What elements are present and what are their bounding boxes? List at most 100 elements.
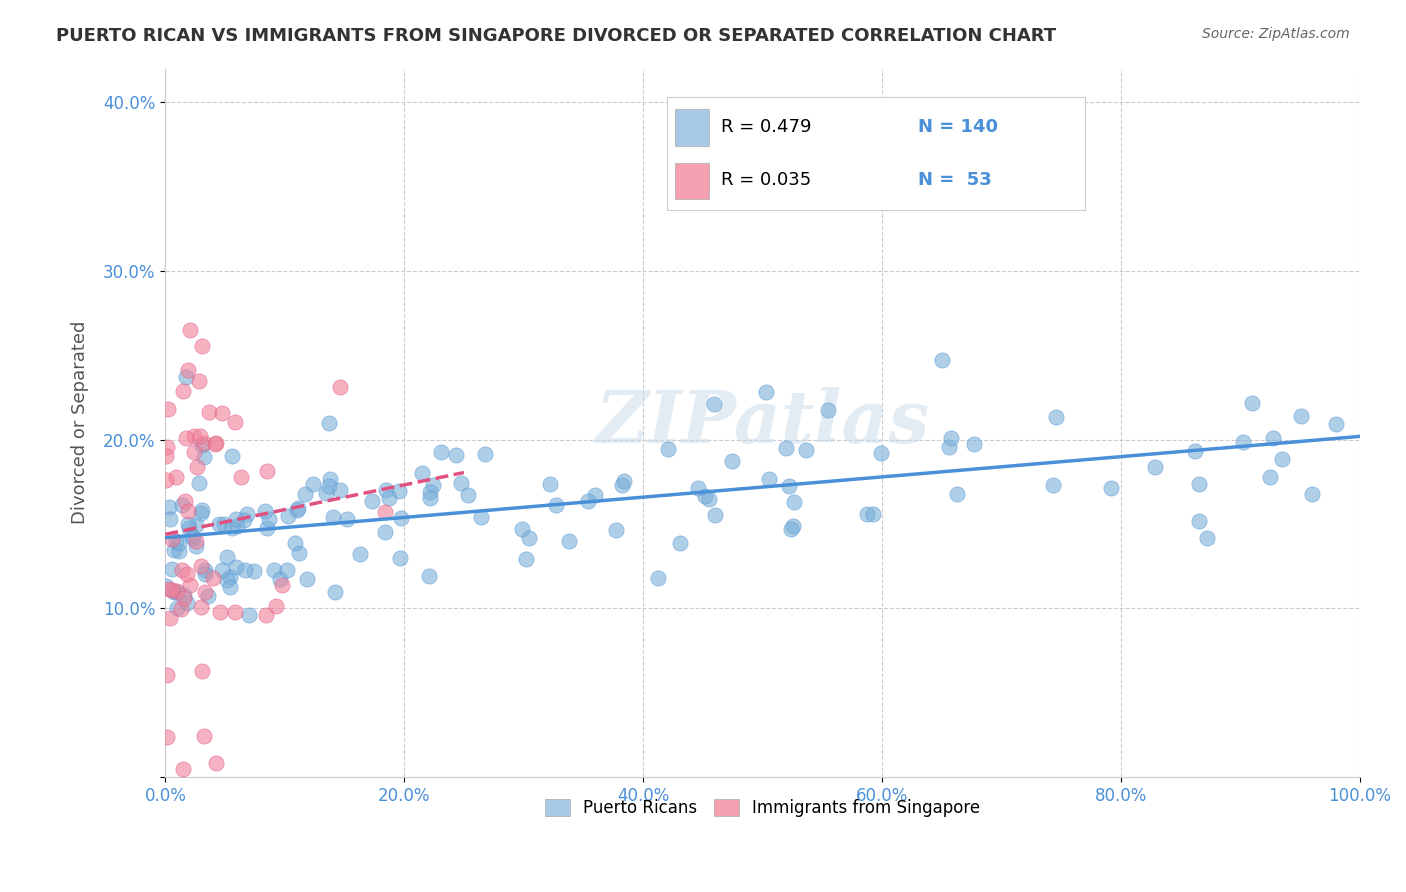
- Point: [546, 498, 568, 512]
- Point: [657, 442, 679, 457]
- Text: PUERTO RICAN VS IMMIGRANTS FROM SINGAPORE DIVORCED OR SEPARATED CORRELATION CHAR: PUERTO RICAN VS IMMIGRANTS FROM SINGAPOR…: [56, 27, 1056, 45]
- Point: [163, 543, 186, 558]
- Point: [1271, 452, 1294, 467]
- Point: [419, 491, 441, 506]
- Point: [869, 446, 891, 460]
- Point: [1045, 410, 1067, 425]
- Point: [794, 442, 817, 457]
- Point: [184, 533, 207, 548]
- Point: [226, 518, 249, 533]
- Point: [217, 574, 239, 588]
- Point: [515, 552, 537, 566]
- Point: [163, 585, 186, 599]
- Point: [778, 479, 800, 493]
- Point: [160, 533, 183, 547]
- Point: [780, 522, 803, 536]
- Point: [938, 440, 960, 454]
- Point: [349, 548, 371, 562]
- Point: [204, 756, 226, 770]
- Point: [1187, 477, 1209, 491]
- Point: [284, 536, 307, 550]
- Point: [294, 487, 316, 501]
- Point: [165, 469, 187, 483]
- Point: [160, 582, 183, 597]
- Point: [329, 483, 352, 497]
- Point: [173, 588, 195, 602]
- Point: [668, 535, 690, 549]
- Point: [179, 323, 201, 337]
- Point: [360, 494, 382, 508]
- Point: [374, 524, 396, 539]
- Point: [155, 449, 177, 463]
- Point: [855, 507, 877, 521]
- Point: [190, 599, 212, 614]
- Point: [1042, 478, 1064, 492]
- Point: [755, 385, 778, 400]
- Point: [211, 406, 233, 420]
- Point: [170, 602, 193, 616]
- Point: [411, 467, 433, 481]
- Point: [172, 563, 194, 577]
- Point: [613, 474, 636, 488]
- Point: [167, 543, 190, 558]
- Point: [285, 502, 308, 516]
- Point: [183, 428, 205, 442]
- Text: Source: ZipAtlas.com: Source: ZipAtlas.com: [1202, 27, 1350, 41]
- Point: [389, 511, 412, 525]
- Point: [204, 436, 226, 450]
- Point: [219, 570, 242, 584]
- Point: [323, 584, 346, 599]
- Point: [605, 523, 627, 537]
- Point: [181, 531, 204, 545]
- Point: [319, 472, 342, 486]
- Point: [474, 448, 496, 462]
- Point: [1188, 514, 1211, 528]
- Point: [202, 571, 225, 585]
- Point: [166, 600, 188, 615]
- Point: [254, 607, 277, 622]
- Point: [209, 605, 232, 619]
- Point: [191, 664, 214, 678]
- Point: [156, 401, 179, 416]
- Point: [214, 517, 236, 532]
- Point: [1324, 417, 1347, 432]
- Point: [259, 512, 281, 526]
- Point: [156, 440, 179, 454]
- Point: [155, 473, 177, 487]
- Point: [1261, 431, 1284, 445]
- Point: [697, 492, 720, 507]
- Point: [782, 519, 804, 533]
- Point: [176, 596, 198, 610]
- Point: [187, 475, 209, 490]
- Point: [266, 599, 288, 613]
- Point: [374, 483, 396, 498]
- Point: [166, 584, 188, 599]
- Point: [193, 729, 215, 743]
- Point: [170, 498, 193, 512]
- Point: [817, 403, 839, 417]
- Point: [186, 459, 208, 474]
- Point: [444, 448, 467, 462]
- Point: [862, 508, 884, 522]
- Point: [315, 485, 337, 500]
- Point: [457, 488, 479, 502]
- Point: [205, 436, 228, 450]
- Point: [329, 380, 352, 394]
- Point: [155, 579, 177, 593]
- Point: [758, 472, 780, 486]
- Y-axis label: Divorced or Separated: Divorced or Separated: [72, 321, 89, 524]
- Point: [422, 478, 444, 492]
- Point: [197, 589, 219, 603]
- Point: [538, 477, 561, 491]
- Point: [277, 508, 299, 523]
- Point: [198, 405, 221, 419]
- Point: [647, 571, 669, 585]
- Point: [703, 508, 725, 522]
- Point: [295, 572, 318, 586]
- Text: ZIPatlas: ZIPatlas: [595, 387, 929, 458]
- Point: [208, 516, 231, 531]
- Point: [191, 338, 214, 352]
- Point: [1232, 434, 1254, 449]
- Point: [610, 477, 633, 491]
- Point: [254, 503, 277, 517]
